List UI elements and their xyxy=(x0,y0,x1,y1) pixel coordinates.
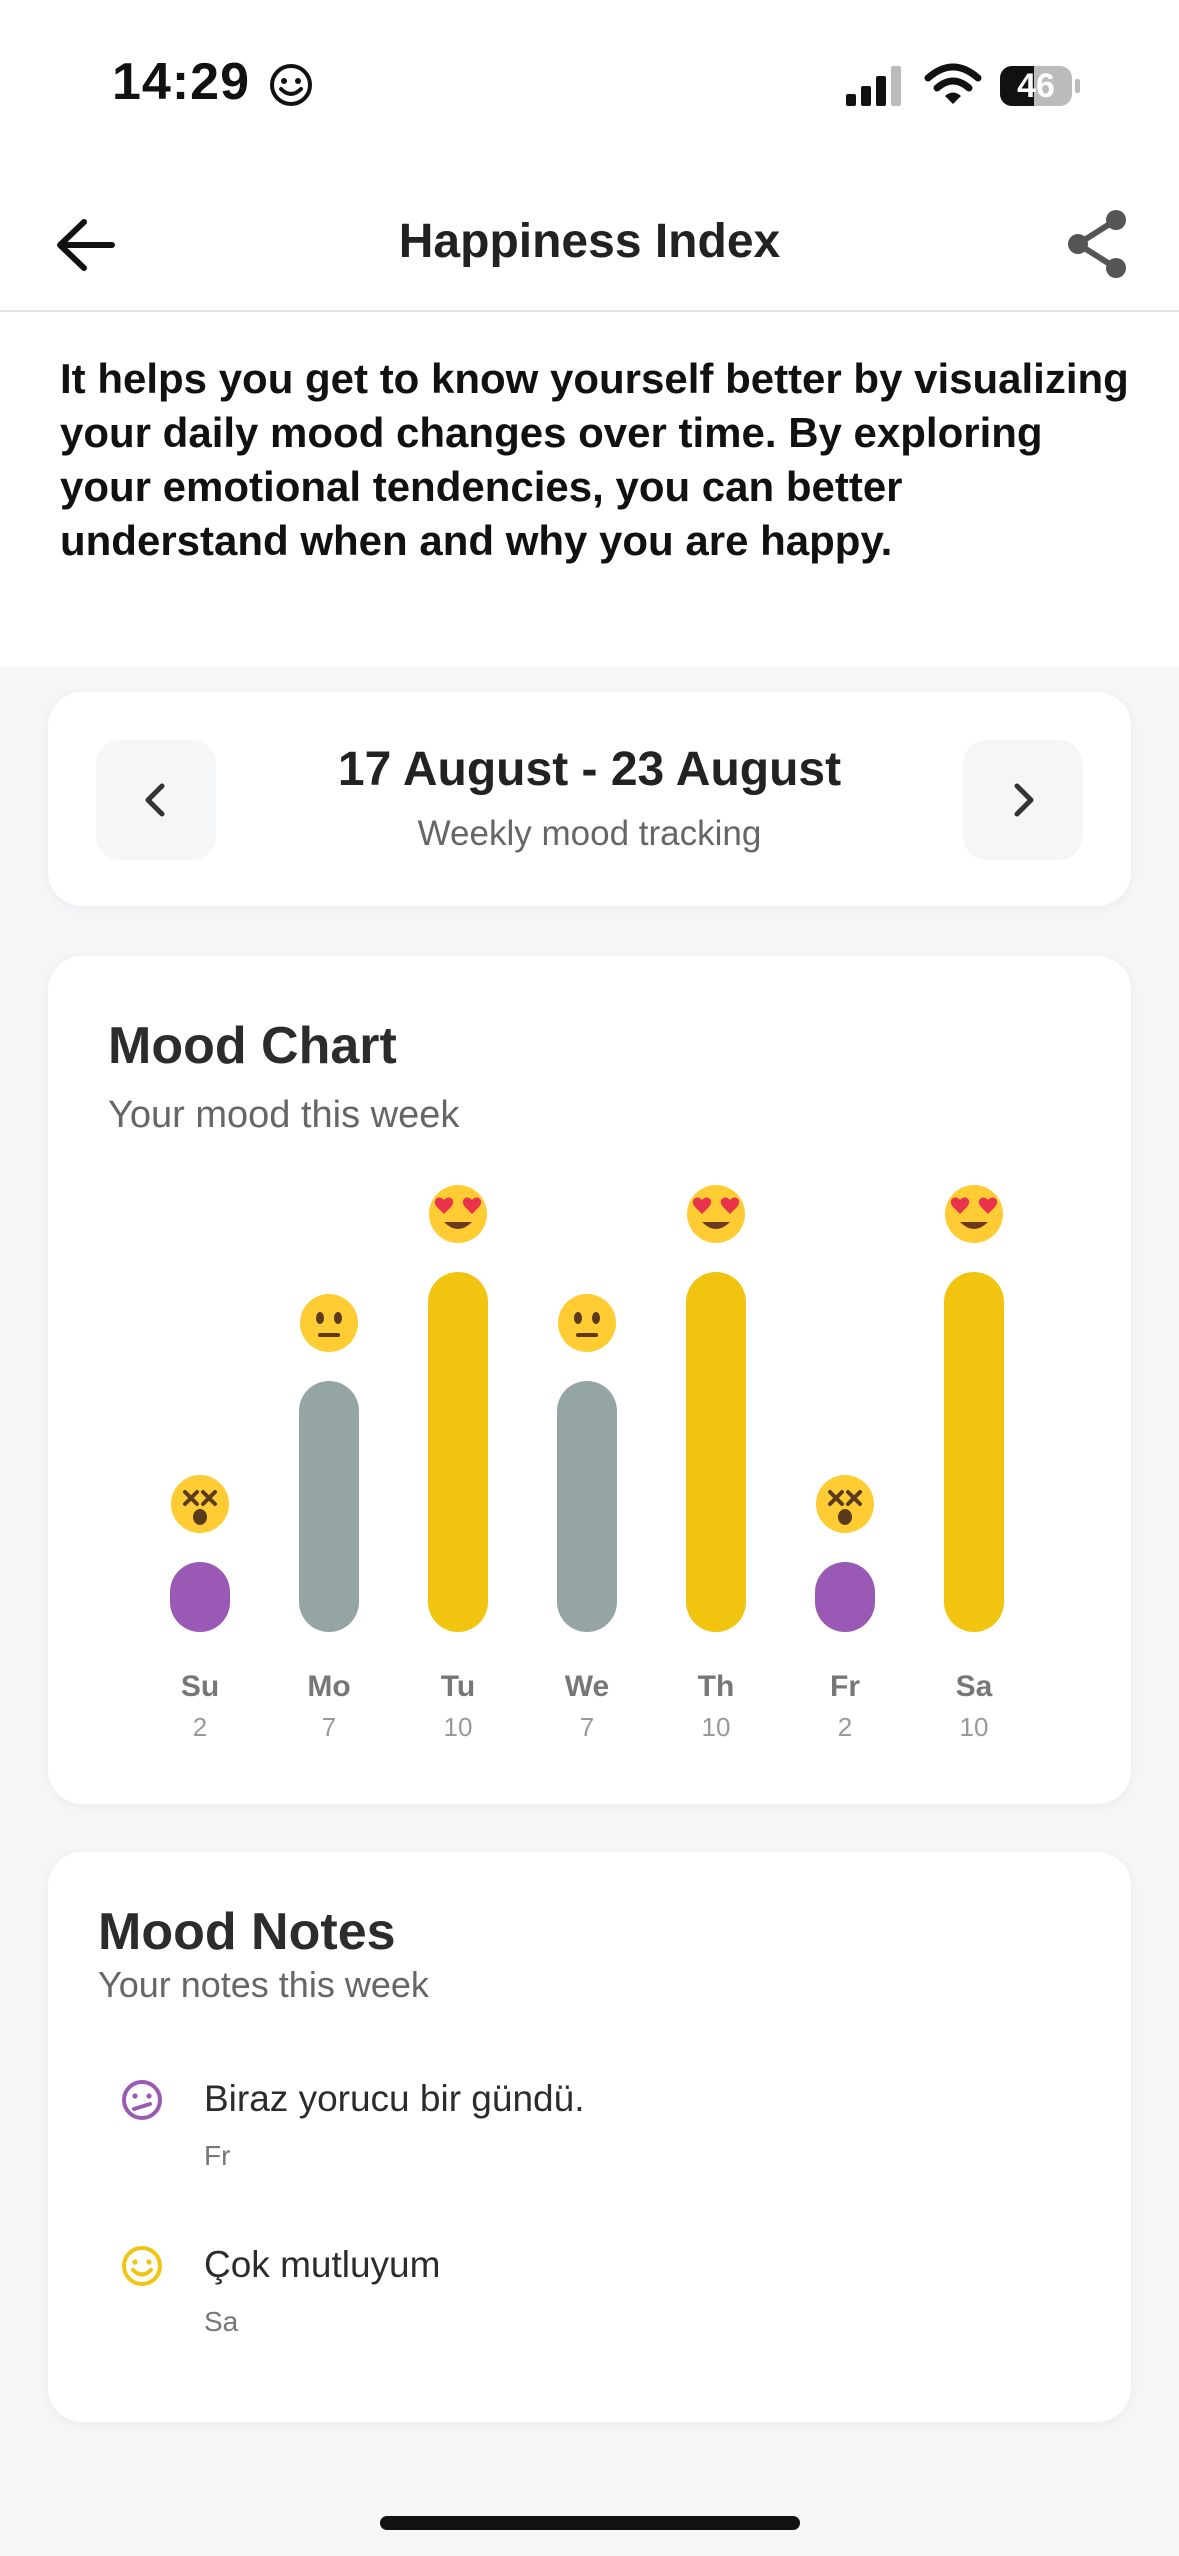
home-indicator xyxy=(380,2516,800,2530)
cellular-signal-icon xyxy=(846,66,901,106)
note-text: Çok mutluyum xyxy=(204,2244,441,2285)
confused-face-icon xyxy=(122,2080,162,2120)
day-value: 7 xyxy=(321,1712,337,1742)
heart-eyes-icon xyxy=(687,1185,745,1243)
next-week-button[interactable] xyxy=(963,740,1083,860)
mood-bar-sa xyxy=(944,1272,1004,1632)
smile-face-icon xyxy=(122,2246,162,2286)
battery-icon xyxy=(1000,66,1080,106)
mood-bar-su xyxy=(170,1562,230,1632)
mood-notes-title: Mood Notes xyxy=(98,1903,396,1961)
description-text: It helps you get to know yourself better… xyxy=(60,355,1129,564)
battery-level: 46 xyxy=(1017,67,1055,105)
mood-bar-mo xyxy=(299,1380,359,1632)
day-value: 2 xyxy=(192,1712,208,1742)
day-value: 10 xyxy=(959,1712,989,1742)
dizzy-face-icon xyxy=(816,1475,874,1533)
mood-chart-card: Mood Chart Your mood this week Su 2 Mo 7 Tu 1… xyxy=(48,956,1131,1804)
note-text: Biraz yorucu bir gündü. xyxy=(204,2078,585,2119)
neutral-face-icon xyxy=(300,1293,358,1352)
day-value: 10 xyxy=(443,1712,473,1742)
day-value: 7 xyxy=(579,1712,595,1742)
week-subtitle: Weekly mood tracking xyxy=(417,814,762,853)
wifi-icon xyxy=(924,63,982,104)
app-header: Happiness Index xyxy=(0,180,1179,312)
dizzy-face-icon xyxy=(171,1475,229,1533)
status-time: 14:29 xyxy=(112,53,250,111)
day-label: Mo xyxy=(307,1670,351,1703)
day-label: Fr xyxy=(830,1670,860,1703)
day-label: Th xyxy=(697,1670,735,1703)
day-label: Sa xyxy=(955,1670,993,1703)
day-label: Su xyxy=(180,1670,220,1703)
chevron-right-icon xyxy=(1014,783,1034,817)
mood-notes-card: Mood Notes Your notes this week Biraz yo… xyxy=(48,1852,1131,2422)
day-value: 2 xyxy=(837,1712,853,1742)
heart-eyes-icon xyxy=(429,1185,487,1243)
mood-bar-tu xyxy=(428,1272,488,1632)
previous-week-button[interactable] xyxy=(96,740,216,860)
chevron-left-icon xyxy=(145,783,165,817)
mood-chart-title: Mood Chart xyxy=(108,1017,397,1075)
mood-bar-fr xyxy=(815,1562,875,1632)
heart-eyes-icon xyxy=(945,1185,1003,1243)
day-label: Tu xyxy=(440,1670,476,1703)
back-arrow-icon[interactable] xyxy=(50,210,130,280)
week-selector-card: 17 August - 23 August Weekly mood tracki… xyxy=(48,692,1131,906)
mood-bar-we xyxy=(557,1380,617,1632)
smiley-icon xyxy=(270,64,312,106)
day-label: We xyxy=(564,1670,610,1703)
week-range: 17 August - 23 August xyxy=(337,743,842,796)
day-value: 10 xyxy=(701,1712,731,1742)
share-icon[interactable] xyxy=(1060,206,1136,282)
mood-bar-th xyxy=(686,1272,746,1632)
mood-notes-subtitle: Your notes this week xyxy=(98,1964,429,2005)
page-title: Happiness Index xyxy=(398,215,781,268)
status-bar: 14:29 46 xyxy=(0,0,1179,180)
description-section: It helps you get to know yourself better… xyxy=(0,312,1179,667)
mood-chart-subtitle: Your mood this week xyxy=(108,1094,460,1136)
note-day: Sa xyxy=(204,2306,239,2337)
note-day: Fr xyxy=(204,2140,231,2171)
neutral-face-icon xyxy=(558,1293,616,1352)
